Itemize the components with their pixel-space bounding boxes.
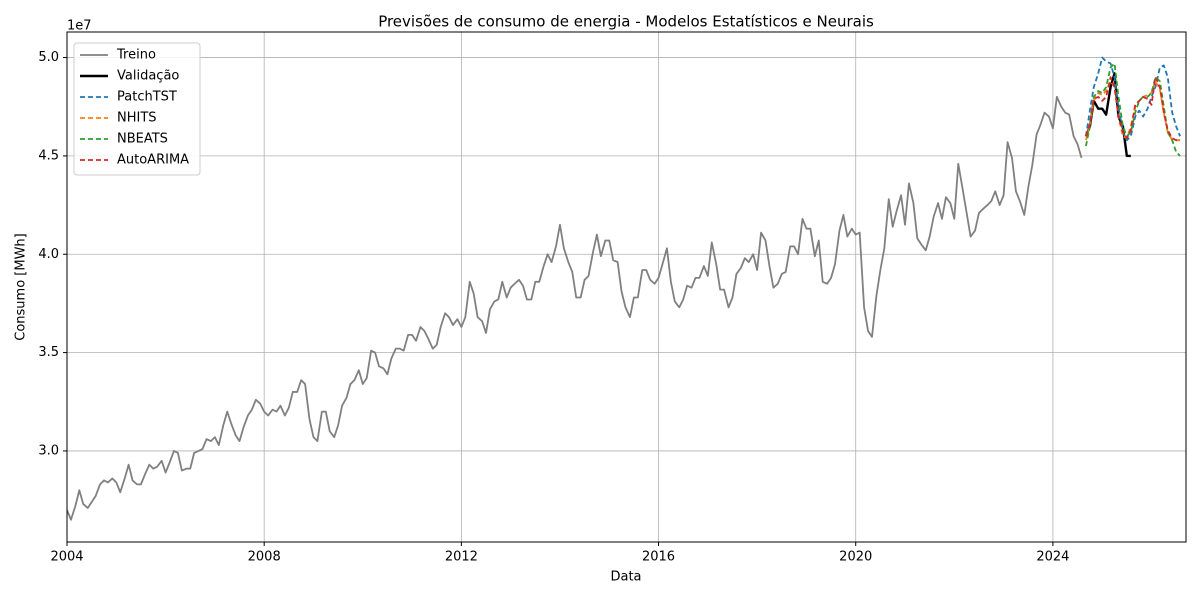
chart-title: Previsões de consumo de energia - Modelo… — [378, 13, 874, 31]
legend-label: Validação — [117, 69, 179, 84]
y-axis-label: Consumo [MWh] — [14, 233, 29, 341]
x-tick-label: 2016 — [642, 550, 675, 565]
x-tick-label: 2008 — [248, 550, 281, 565]
x-tick-label: 2012 — [445, 550, 478, 565]
x-tick-label: 2004 — [50, 550, 83, 565]
series-line — [1085, 76, 1181, 142]
y-tick-label: 3.0 — [38, 443, 59, 458]
y-tick-label: 4.5 — [38, 148, 59, 163]
series-line — [1085, 56, 1181, 142]
x-tick-label: 2024 — [1036, 550, 1069, 565]
legend-label: PatchTST — [117, 90, 177, 105]
series-line — [1085, 80, 1181, 142]
y-tick-label: 4.0 — [38, 247, 59, 262]
y-offset-label: 1e7 — [67, 19, 92, 34]
legend-label: NHITS — [117, 111, 157, 126]
x-axis-label: Data — [610, 570, 641, 585]
plot-frame — [66, 31, 1187, 543]
legend-label: Treino — [116, 48, 156, 63]
y-tick-label: 3.5 — [38, 345, 59, 360]
y-tick-label: 5.0 — [38, 50, 59, 65]
series-line — [67, 96, 1083, 521]
legend-label: AutoARIMA — [117, 153, 189, 168]
legend-label: NBEATS — [117, 132, 168, 147]
x-tick-label: 2020 — [839, 550, 872, 565]
